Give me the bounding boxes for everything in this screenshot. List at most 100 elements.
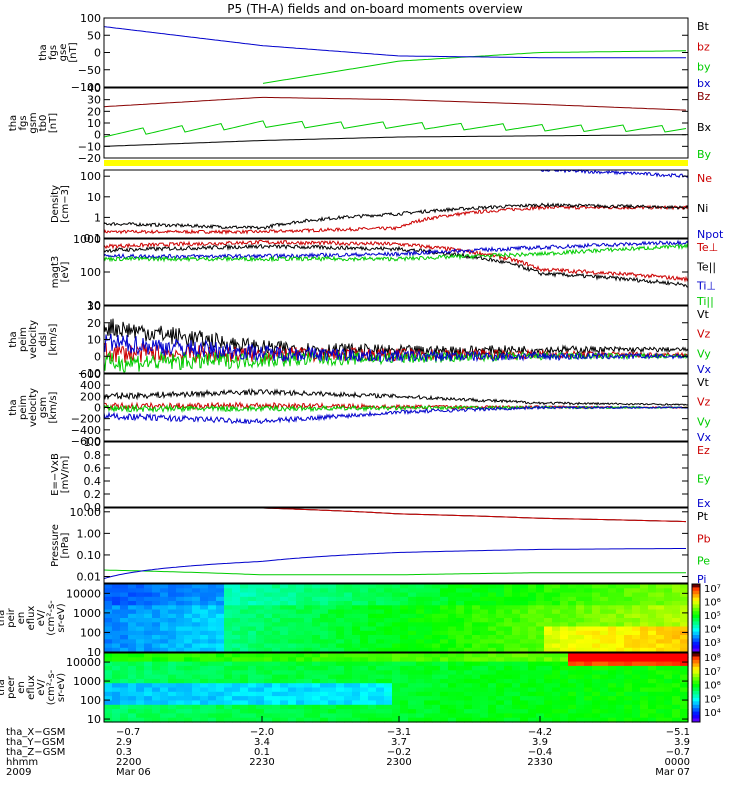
spectrogram-cell — [272, 678, 281, 684]
spectrogram-cell — [320, 588, 329, 594]
spectrogram-cell — [440, 687, 449, 693]
spectrogram-cell — [384, 687, 393, 693]
spectrogram-cell — [648, 613, 657, 619]
spectrogram-cell — [456, 687, 465, 693]
spectrogram-cell — [464, 596, 473, 602]
spectrogram-cell — [664, 613, 673, 619]
spectrogram-cell — [144, 635, 153, 640]
spectrogram-cell — [136, 626, 145, 632]
spectrogram-cell — [480, 674, 489, 680]
spectrogram-cell — [232, 713, 241, 719]
spectrogram-cell — [408, 605, 417, 611]
spectrogram-cell — [432, 691, 441, 697]
spectrogram-cell — [424, 678, 433, 684]
spectrogram-cell — [152, 661, 161, 667]
spectrogram-cell — [336, 618, 345, 623]
spectrogram-cell — [248, 717, 257, 723]
spectrogram-cell — [616, 613, 625, 619]
spectrogram-cell — [560, 647, 569, 653]
spectrogram-cell — [432, 588, 441, 594]
spectrogram-cell — [592, 665, 601, 671]
spectrogram-cell — [248, 653, 257, 658]
spectrogram-cell — [112, 670, 121, 676]
spectrogram-cell — [272, 670, 281, 676]
spectrogram-cell — [424, 691, 433, 697]
spectrogram-cell — [160, 584, 169, 589]
spectrogram-cell — [520, 622, 529, 628]
spectrogram-cell — [472, 618, 481, 623]
y-axis-title: [km/s] — [48, 323, 59, 355]
spectrogram-cell — [464, 622, 473, 628]
spectrogram-cell — [536, 626, 545, 632]
spectrogram-cell — [272, 704, 281, 710]
spectrogram-cell — [248, 683, 257, 689]
colorbar-frame — [691, 652, 701, 723]
spectrogram-cell — [432, 605, 441, 611]
spectrogram-cell — [144, 639, 153, 645]
spectrogram-cell — [560, 592, 569, 598]
spectrogram-cell — [488, 639, 497, 645]
spectrogram-cell — [384, 596, 393, 602]
spectrogram-cell — [240, 626, 249, 632]
spectrogram-cell — [440, 704, 449, 710]
spectrogram-cell — [592, 588, 601, 594]
spectrogram-cell — [176, 653, 185, 658]
spectrogram-cell — [264, 657, 273, 663]
spectrogram-cell — [576, 609, 585, 615]
spectrogram-cell — [264, 653, 273, 658]
spectrogram-cell — [248, 639, 257, 645]
spectrogram-cell — [480, 622, 489, 628]
spectrogram-cell — [160, 704, 169, 710]
spectrogram-cell — [496, 683, 505, 689]
spectrogram-cell — [184, 657, 193, 663]
spectrogram-cell — [168, 639, 177, 645]
spectrogram-cell — [448, 691, 457, 697]
spectrogram-cell — [424, 592, 433, 598]
colorbar-tick-label: 10³ — [704, 638, 721, 649]
spectrogram-cell — [384, 691, 393, 697]
spectrogram-cell — [528, 704, 537, 710]
spectrogram-cell — [152, 647, 161, 653]
spectrogram-cell — [488, 665, 497, 671]
spectrogram-cell — [104, 665, 113, 671]
legend-label: bz — [697, 40, 710, 53]
spectrogram-cell — [632, 622, 641, 628]
spectrogram-cell — [272, 622, 281, 628]
spectrogram-cell — [584, 635, 593, 640]
spectrogram-cell — [336, 592, 345, 598]
spectrogram-cell — [104, 691, 113, 697]
spectrogram-cell — [376, 661, 385, 667]
spectrogram-cell — [576, 605, 585, 611]
spectrogram-cell — [632, 691, 641, 697]
spectrogram-cell — [432, 643, 441, 649]
spectrogram-cell — [560, 700, 569, 706]
spectrogram-cell — [488, 635, 497, 640]
legend-label: Ne — [697, 172, 712, 185]
spectrogram-cell — [656, 647, 665, 653]
spectrogram-cell — [616, 605, 625, 611]
spectrogram-cell — [520, 717, 529, 723]
spectrogram-cell — [640, 717, 649, 723]
spectrogram-cell — [224, 639, 233, 645]
spectrogram-cell — [224, 691, 233, 697]
spectrogram-cell — [224, 700, 233, 706]
colorbar-cell — [692, 656, 700, 661]
spectrogram-cell — [488, 691, 497, 697]
spectrogram-cell — [624, 635, 633, 640]
spectrogram-cell — [568, 687, 577, 693]
spectrogram-cell — [272, 630, 281, 636]
colorbar-cell — [692, 624, 700, 629]
spectrogram-cell — [176, 601, 185, 606]
spectrogram-cell — [368, 687, 377, 693]
spectrogram-cell — [296, 713, 305, 719]
spectrogram-cell — [440, 613, 449, 619]
spectrogram-cell — [408, 622, 417, 628]
spectrogram-cell — [664, 683, 673, 689]
spectrogram-cell — [136, 601, 145, 606]
spectrogram-cell — [168, 657, 177, 663]
spectrogram-cell — [304, 588, 313, 594]
spectrogram-cell — [608, 704, 617, 710]
spectrogram-cell — [432, 626, 441, 632]
spectrogram-cell — [432, 653, 441, 658]
spectrogram-cell — [552, 713, 561, 719]
